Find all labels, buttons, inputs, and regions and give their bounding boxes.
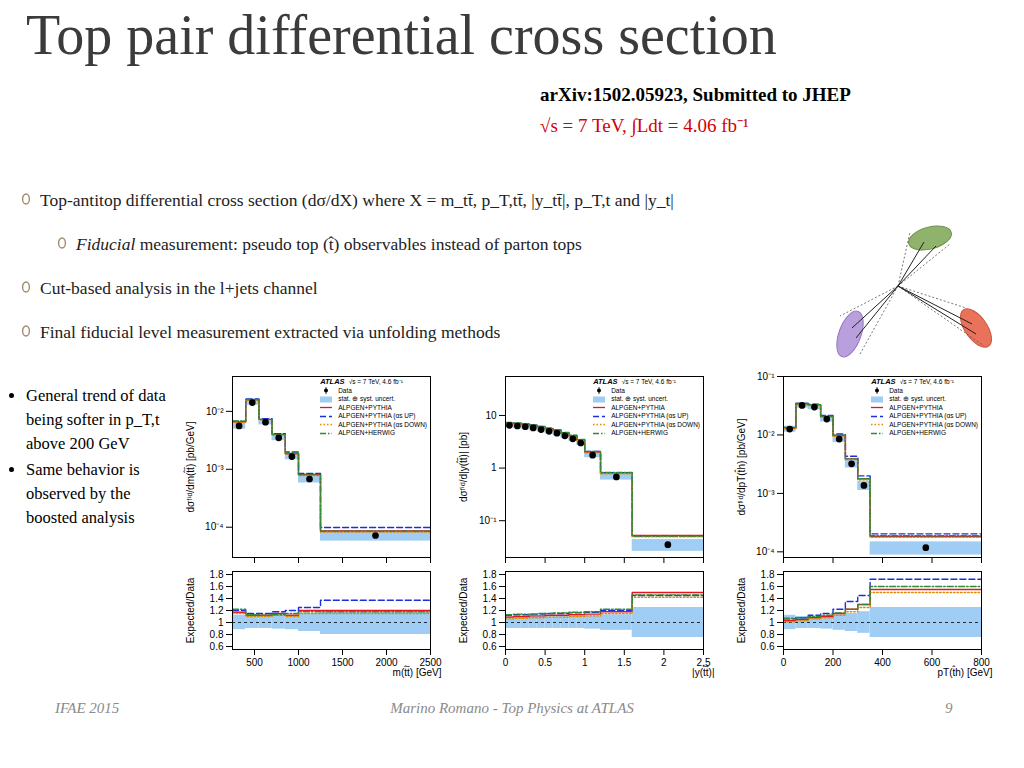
- html-text:ALPGEN+PYTHIA (αs UP): ALPGEN+PYTHIA (αs UP): [889, 412, 967, 419]
- html-text:ATLAS √s = 7 TeV, 4.6 fb⁻¹: ATLAS √s = 7 TeV, 4.6 fb⁻¹: [320, 377, 403, 386]
- html-text:9: 9: [945, 700, 953, 716]
- svg-text:m(t̂t̄) [GeV]: m(t̂t̄) [GeV]: [393, 665, 442, 677]
- svg-text:800: 800: [973, 656, 990, 668]
- svg-text:1.4: 1.4: [483, 593, 497, 604]
- html-text:Cut-based analysis in the l+je: Cut-based analysis in the l+jets channel: [40, 278, 318, 298]
- svg-text:1.8: 1.8: [483, 569, 497, 580]
- svg-text:10⁻³: 10⁻³: [206, 463, 224, 474]
- svg-text:1: 1: [769, 617, 775, 628]
- svg-text:0: 0: [503, 657, 509, 668]
- svg-text:0.6: 0.6: [210, 641, 224, 652]
- svg-text:1.8: 1.8: [210, 569, 224, 580]
- svg-text:2: 2: [661, 657, 667, 668]
- svg-text:0.8: 0.8: [210, 629, 224, 640]
- html-text:Top-antitop differential cross: Top-antitop differential cross section (…: [40, 190, 674, 210]
- svg-text:1.2: 1.2: [210, 605, 224, 616]
- svg-text:1.4: 1.4: [761, 593, 775, 604]
- svg-text:1.6: 1.6: [210, 581, 224, 592]
- html-text:√s = 7 TeV, ∫Ldt = 4.06 fb⁻¹: √s = 7 TeV, ∫Ldt = 4.06 fb⁻¹: [540, 115, 749, 136]
- html-text:IFAE 2015: IFAE 2015: [55, 700, 120, 716]
- html-text:ALPGEN+HERWIG: ALPGEN+HERWIG: [338, 429, 395, 436]
- svg-text:|y(t̂t̄)|: |y(t̂t̄)|: [692, 665, 714, 677]
- svg-text:0.8: 0.8: [483, 629, 497, 640]
- svg-text:Expected/Data: Expected/Data: [458, 577, 469, 643]
- svg-text:10⁻²: 10⁻²: [757, 429, 775, 440]
- svg-text:1500: 1500: [331, 657, 354, 668]
- svg-text:500: 500: [246, 657, 263, 668]
- svg-text:1: 1: [582, 657, 588, 668]
- svg-text:dσᶠⁱᵈ/dpT(t̂h) [pb/GeV]: dσᶠⁱᵈ/dpT(t̂h) [pb/GeV]: [734, 418, 746, 515]
- svg-text:Expected/Data: Expected/Data: [736, 577, 747, 643]
- svg-text:1.6: 1.6: [483, 581, 497, 592]
- html-text:Marino Romano - Top Physics at: Marino Romano - Top Physics at ATLAS: [390, 700, 634, 716]
- html-text:Data: Data: [611, 386, 625, 394]
- html-text:ALPGEN+HERWIG: ALPGEN+HERWIG: [611, 429, 668, 436]
- html-text:ALPGEN+PYTHIA (αs UP): ALPGEN+PYTHIA (αs UP): [338, 412, 416, 419]
- html-text:stat. ⊕ syst. uncert.: stat. ⊕ syst. uncert.: [338, 395, 396, 402]
- html-text:Same behavior is observed by t: Same behavior is observed by the boosted…: [26, 459, 140, 527]
- html-text:ALPGEN+PYTHIA (αs UP): ALPGEN+PYTHIA (αs UP): [611, 412, 689, 419]
- html-text:stat. ⊕ syst. uncert.: stat. ⊕ syst. uncert.: [889, 395, 947, 402]
- svg-text:200: 200: [825, 657, 842, 668]
- svg-text:2.5: 2.5: [696, 656, 711, 668]
- html-text:ALPGEN+HERWIG: ALPGEN+HERWIG: [889, 429, 946, 436]
- svg-text:1.8: 1.8: [761, 569, 775, 580]
- svg-text:600: 600: [923, 656, 941, 668]
- html-text:stat. ⊕ syst. uncert.: stat. ⊕ syst. uncert.: [611, 395, 669, 402]
- svg-text:10⁻³: 10⁻³: [757, 488, 775, 499]
- svg-text:10⁻²: 10⁻²: [206, 406, 224, 417]
- svg-text:0.8: 0.8: [761, 629, 775, 640]
- svg-text:10⁻⁴: 10⁻⁴: [756, 546, 774, 557]
- html-text:Fiducial measurement: pseudo t: Fiducial measurement: pseudo top (t̂) ob…: [76, 234, 582, 254]
- svg-text:Expected/Data: Expected/Data: [185, 577, 196, 643]
- html-text:ATLAS √s = 7 TeV, 4.6 fb⁻¹: ATLAS √s = 7 TeV, 4.6 fb⁻¹: [593, 377, 676, 386]
- svg-text:1.5: 1.5: [617, 657, 631, 668]
- html-text:Top pair differential cross se: Top pair differential cross section: [26, 4, 777, 66]
- svg-text:0.5: 0.5: [538, 657, 552, 668]
- svg-text:10⁻¹: 10⁻¹: [479, 515, 497, 526]
- html-text:ALPGEN+PYTHIA (αs DOWN): ALPGEN+PYTHIA (αs DOWN): [611, 420, 700, 428]
- svg-text:pT(t̂h) [GeV]: pT(t̂h) [GeV]: [937, 665, 992, 677]
- svg-text:2000: 2000: [375, 656, 398, 668]
- html-text:ALPGEN+PYTHIA: ALPGEN+PYTHIA: [338, 403, 392, 411]
- html-text:arXiv:1502.05923, Submitted to: arXiv:1502.05923, Submitted to JHEP: [540, 84, 851, 105]
- svg-text:0.6: 0.6: [761, 641, 775, 652]
- html-text:Data: Data: [889, 386, 903, 394]
- svg-text:1: 1: [218, 617, 224, 628]
- svg-text:0.6: 0.6: [483, 641, 497, 652]
- html-text:ALPGEN+PYTHIA (αs DOWN): ALPGEN+PYTHIA (αs DOWN): [338, 420, 427, 428]
- svg-text:10⁻¹: 10⁻¹: [757, 371, 775, 382]
- svg-text:2500: 2500: [419, 656, 442, 668]
- html-text:ALPGEN+PYTHIA: ALPGEN+PYTHIA: [611, 403, 665, 411]
- svg-text:1.4: 1.4: [210, 593, 224, 604]
- svg-text:1000: 1000: [287, 657, 310, 668]
- html-text:Final fiducial level measureme: Final fiducial level measurement extract…: [40, 322, 501, 342]
- svg-text:1: 1: [491, 617, 497, 628]
- svg-text:1.2: 1.2: [761, 605, 775, 616]
- svg-text:400: 400: [874, 657, 891, 668]
- html-text:General trend of data being so: General trend of data being softer in p_…: [26, 386, 166, 453]
- svg-text:10: 10: [485, 410, 497, 421]
- html-text:ATLAS √s = 7 TeV, 4.6 fb⁻¹: ATLAS √s = 7 TeV, 4.6 fb⁻¹: [871, 377, 954, 386]
- html-text:ALPGEN+PYTHIA: ALPGEN+PYTHIA: [889, 403, 943, 411]
- html-text:ALPGEN+PYTHIA (αs DOWN): ALPGEN+PYTHIA (αs DOWN): [889, 420, 978, 428]
- svg-text:0: 0: [781, 657, 787, 668]
- svg-text:1.2: 1.2: [483, 605, 497, 616]
- svg-text:dσᶠⁱᵈ/dm(t̂t̄) [pb/GeV]: dσᶠⁱᵈ/dm(t̂t̄) [pb/GeV]: [183, 421, 195, 512]
- svg-text:10⁻⁴: 10⁻⁴: [205, 521, 223, 532]
- html-text:Data: Data: [338, 386, 352, 394]
- svg-text:dσᶠⁱᵈ/d|y(t̂t̄)| [pb]: dσᶠⁱᵈ/d|y(t̂t̄)| [pb]: [456, 432, 468, 502]
- svg-text:1.6: 1.6: [761, 581, 775, 592]
- svg-text:1: 1: [491, 462, 497, 473]
